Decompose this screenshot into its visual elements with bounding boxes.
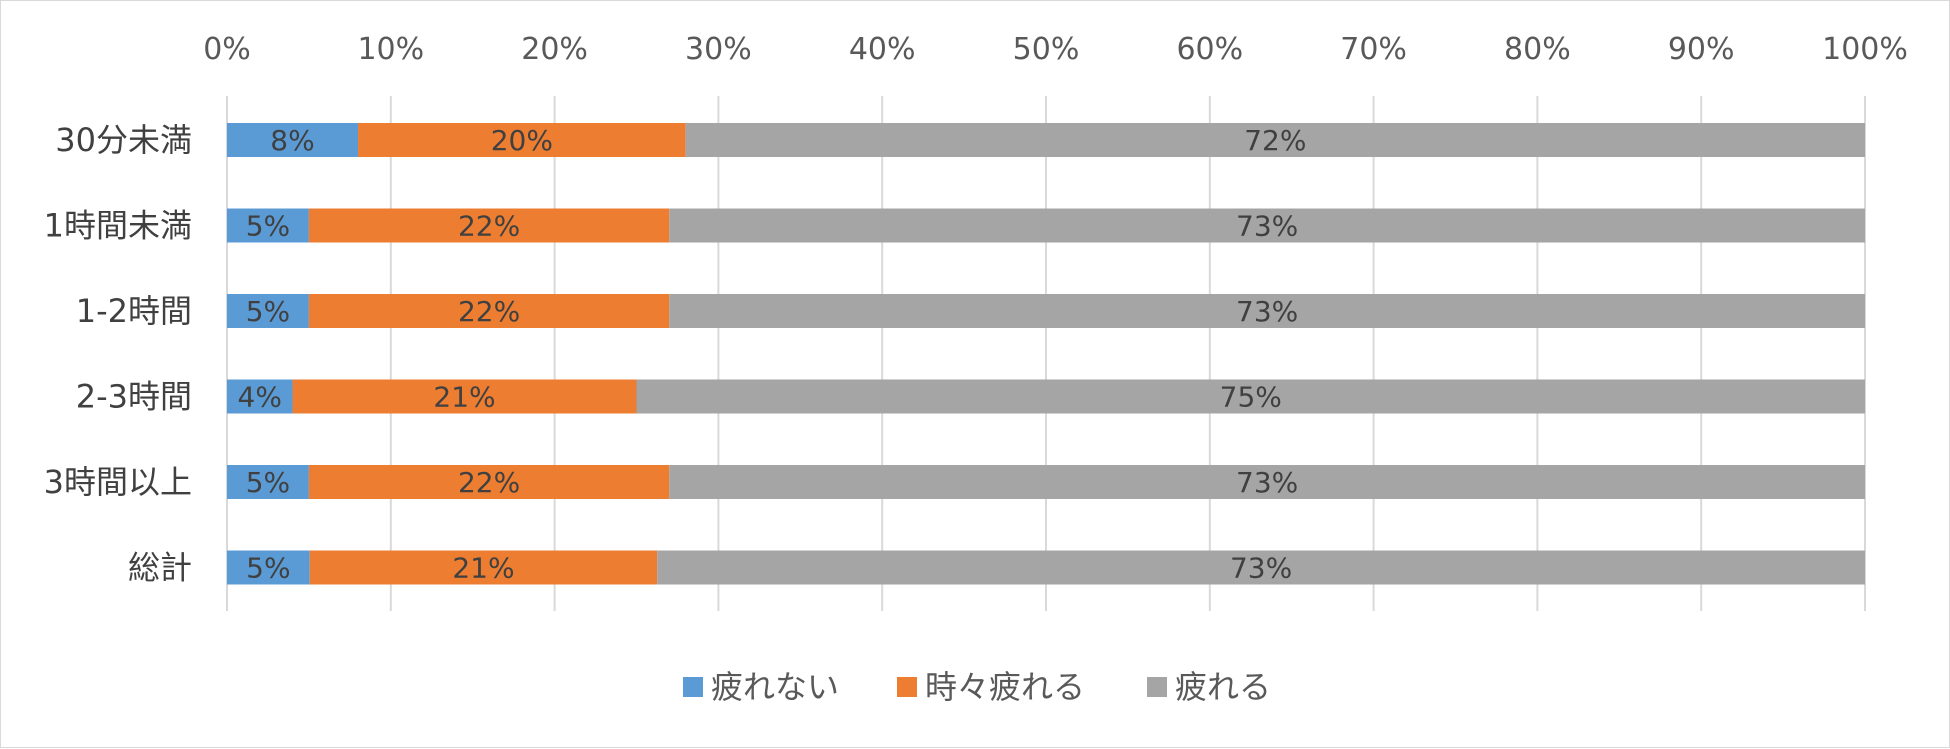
legend-swatch [683, 677, 703, 697]
legend-label: 疲れる [1175, 668, 1271, 706]
bars: 8% 20% 72% 5% 22% 73% 5% 22% 73% 4% 21% 75% 5% 22% 73%… [227, 123, 1865, 585]
x-tick-label: 100% [1822, 32, 1908, 67]
data-label: 21% [433, 381, 495, 414]
x-tick-label: 90% [1668, 32, 1735, 67]
bar-segment [669, 294, 1865, 328]
x-tick-label: 10% [357, 32, 424, 67]
bar-segment [227, 208, 309, 243]
bar-segment [358, 123, 686, 157]
data-label: 22% [458, 295, 520, 328]
x-tick-label: 80% [1504, 32, 1571, 67]
data-label: 22% [458, 210, 520, 243]
legend-swatch [1147, 677, 1167, 697]
legend-label: 疲れない [711, 668, 839, 706]
bar-segment [227, 294, 309, 328]
category-label: 2-3時間 [76, 378, 192, 416]
category-label: 30分未満 [55, 121, 192, 159]
x-tick-label: 50% [1013, 32, 1080, 67]
data-label: 5% [246, 466, 290, 499]
data-label: 4% [238, 381, 282, 414]
x-tick-label: 0% [203, 32, 251, 67]
x-tick-label: 60% [1176, 32, 1243, 67]
legend-swatch [897, 677, 917, 697]
bar-segment [227, 379, 293, 414]
x-axis-tick-labels: 0% 10% 20% 30% 40% 50% 60% 70% 80% 90% 100% [203, 32, 1908, 67]
data-label: 5% [246, 210, 290, 243]
bar-segment [227, 465, 309, 499]
bar-segment [657, 550, 1865, 585]
data-label: 72% [1244, 124, 1306, 157]
bar-segment [309, 550, 658, 585]
data-label: 73% [1236, 466, 1298, 499]
bar-segment [227, 550, 310, 585]
bar-segment [308, 208, 670, 243]
x-tick-label: 20% [521, 32, 588, 67]
data-label: 21% [452, 552, 514, 585]
category-label: 1時間未満 [44, 207, 192, 245]
category-label: 3時間以上 [44, 463, 192, 501]
category-label: 総計 [128, 549, 192, 587]
x-tick-label: 30% [685, 32, 752, 67]
data-label: 73% [1236, 210, 1298, 243]
data-label: 5% [246, 295, 290, 328]
x-tick-label: 70% [1340, 32, 1407, 67]
data-label: 73% [1236, 295, 1298, 328]
bar-segment [308, 294, 670, 328]
bar-segment [685, 123, 1865, 157]
legend: 疲れない 時々疲れる 疲れる [683, 668, 1271, 706]
bar-segment [669, 208, 1865, 243]
gridlines [226, 96, 1866, 611]
bar-segment [227, 123, 359, 157]
bar-segment [669, 465, 1865, 499]
data-label: 5% [246, 552, 290, 585]
data-label: 73% [1230, 552, 1292, 585]
data-label: 22% [458, 466, 520, 499]
bar-segment [292, 379, 637, 414]
legend-label: 時々疲れる [925, 668, 1085, 706]
data-label: 75% [1220, 381, 1282, 414]
data-label: 20% [491, 124, 553, 157]
bar-segment [636, 379, 1865, 414]
data-label: 8% [270, 124, 314, 157]
x-tick-label: 40% [849, 32, 916, 67]
category-label: 1-2時間 [76, 292, 192, 330]
bar-segment [308, 465, 670, 499]
